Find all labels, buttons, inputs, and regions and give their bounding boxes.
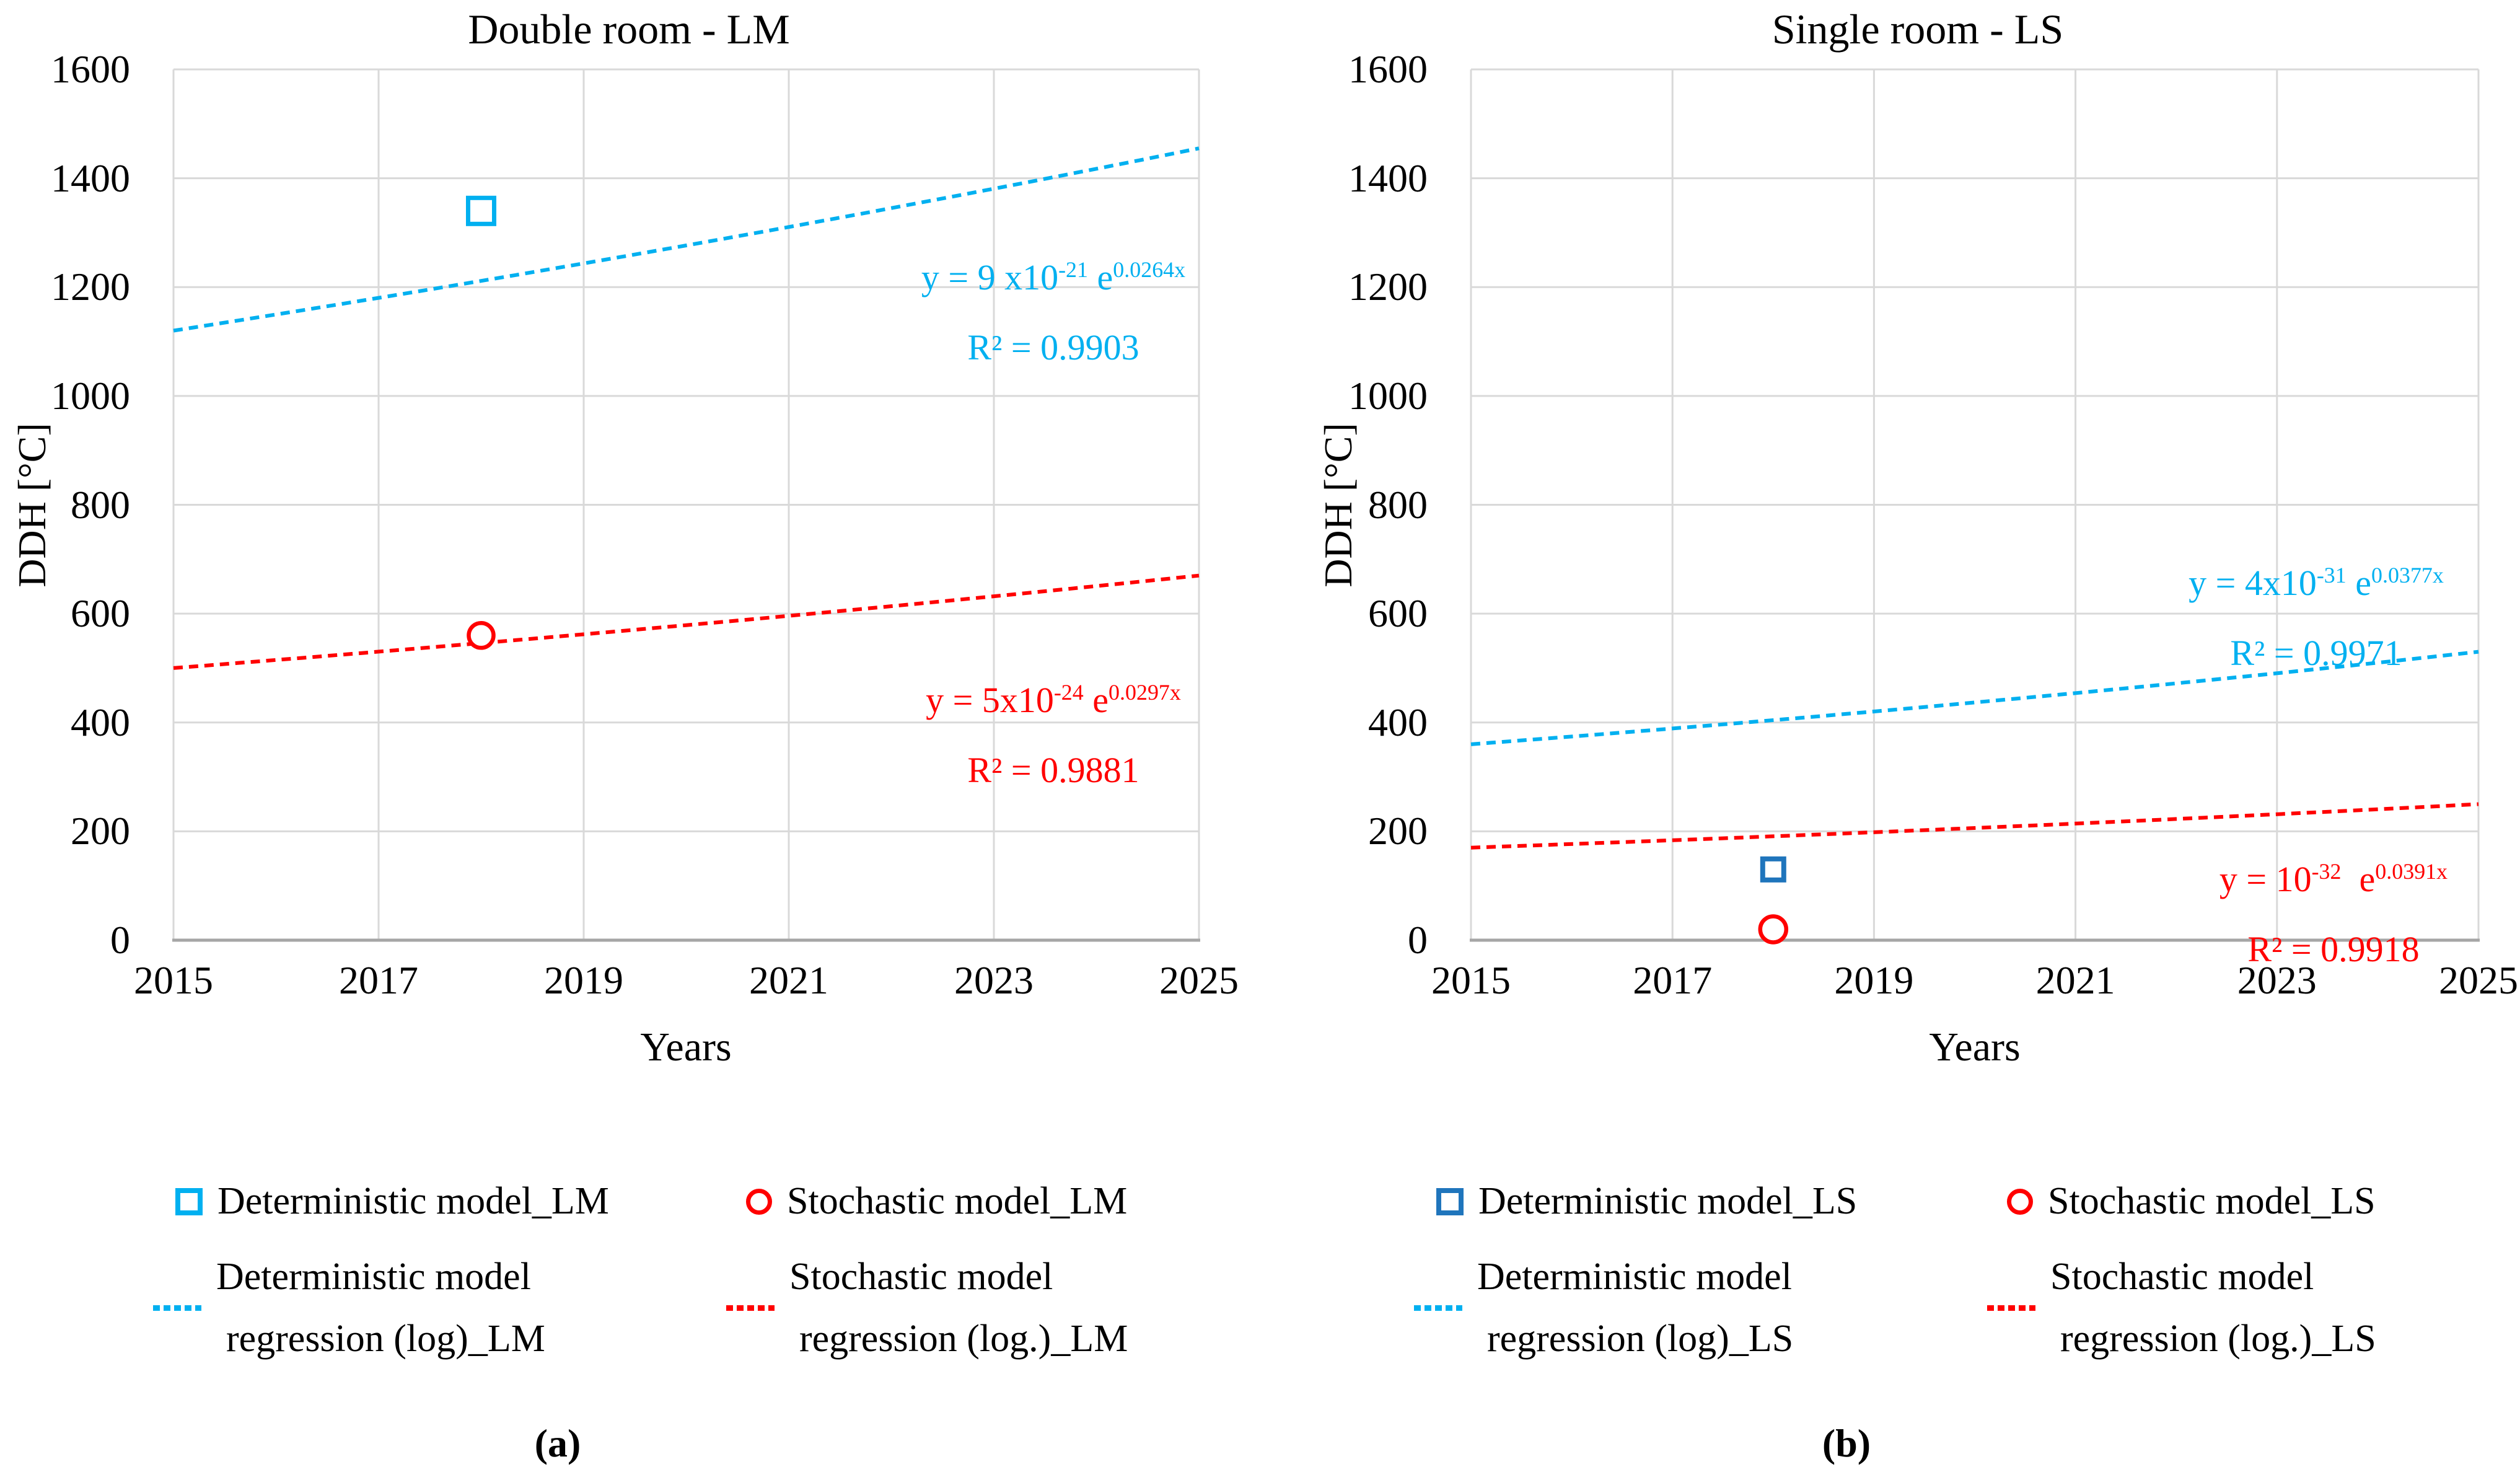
equation-text: y = 5x10-24 e0.0297x <box>926 680 1181 720</box>
equation-annotation: y = 9 x10-21 e0.0264x R² = 0.9903 <box>921 245 1185 381</box>
y-tick-label: 200 <box>1368 809 1428 853</box>
y-tick-label: 200 <box>71 809 130 853</box>
legend-item-deterministic-regression-lm: Deterministic model regression (log)_LM <box>153 1246 545 1370</box>
y-tick-label: 1600 <box>1348 47 1428 91</box>
legend-label-line1: Deterministic model <box>1477 1256 1792 1298</box>
equation-annotation: y = 5x10-24 e0.0297x R² = 0.9881 <box>926 667 1181 803</box>
y-tick-label: 800 <box>1368 482 1428 527</box>
y-tick-label: 1400 <box>51 156 130 200</box>
x-tick-label: 2023 <box>2237 958 2317 1002</box>
equation-text: y = 10-32 e0.0391x <box>2219 859 2448 899</box>
y-tick-label: 400 <box>71 700 130 744</box>
y-tick-label: 0 <box>1408 918 1428 962</box>
data-point-circle <box>1758 914 1789 945</box>
legend-label: Deterministic model_LM <box>217 1180 609 1222</box>
chart-title-a: Double room - LM <box>468 6 790 53</box>
equation-annotation: y = 10-32 e0.0391x R² = 0.9918 <box>2219 847 2448 982</box>
equation-annotation: y = 4x10-31 e0.0377x R² = 0.9971 <box>2189 550 2444 686</box>
data-point-square <box>1760 856 1786 883</box>
legend-label-line2: regression (log.)_LM <box>799 1318 1128 1360</box>
x-axis-label-a: Years <box>640 1024 732 1070</box>
legend-item-stochastic-ls: Stochastic model_LS <box>2007 1179 2376 1223</box>
chart-title-b: Single room - LS <box>1771 6 2064 53</box>
regression-line <box>1470 650 2479 746</box>
legend-label: Stochastic model_LM <box>787 1180 1128 1222</box>
circle-marker-icon <box>2007 1188 2033 1215</box>
y-tick-label: 400 <box>1368 700 1428 744</box>
r-squared-text: R² = 0.9903 <box>967 327 1139 368</box>
legend-item-stochastic-regression-ls: Stochastic model regression (log.)_LS <box>1987 1246 2376 1370</box>
x-tick-label: 2015 <box>1431 958 1511 1002</box>
equation-text: y = 9 x10-21 e0.0264x <box>921 257 1186 297</box>
legend-label-line2: regression (log.)_LS <box>2060 1318 2376 1360</box>
regression-line <box>173 146 1200 333</box>
r-squared-text: R² = 0.9971 <box>2230 633 2402 673</box>
x-tick-label: 2021 <box>749 958 828 1002</box>
legend-label-line1: Stochastic model <box>2050 1256 2314 1298</box>
y-tick-label: 600 <box>1368 591 1428 636</box>
circle-marker-icon <box>746 1188 772 1215</box>
dashed-line-icon <box>1414 1305 1462 1311</box>
legend-item-stochastic-regression-lm: Stochastic model regression (log.)_LM <box>726 1246 1128 1370</box>
legend-label-line2: regression (log)_LS <box>1487 1318 1794 1360</box>
regression-line <box>173 573 1200 670</box>
y-tick-label: 1000 <box>51 373 130 418</box>
legend-label-line2: regression (log)_LM <box>226 1318 545 1360</box>
dashed-line-icon <box>1987 1305 2035 1311</box>
y-tick-label: 800 <box>71 482 130 527</box>
x-tick-label: 2025 <box>1159 958 1239 1002</box>
y-axis-label-b: DDH [°C] <box>1316 423 1360 588</box>
x-tick-label: 2019 <box>1834 958 1914 1002</box>
data-point-circle <box>467 621 496 650</box>
legend-label-line1: Deterministic model <box>216 1256 531 1298</box>
legend-label-line1: Stochastic model <box>789 1256 1053 1298</box>
x-tick-label: 2017 <box>1633 958 1713 1002</box>
data-point-square <box>466 195 496 226</box>
square-marker-icon <box>1436 1187 1464 1215</box>
caption-a: (a) <box>534 1421 581 1465</box>
equation-text: y = 4x10-31 e0.0377x <box>2189 563 2444 603</box>
dashed-line-icon <box>726 1305 775 1311</box>
y-tick-label: 1200 <box>1348 265 1428 309</box>
r-squared-text: R² = 0.9881 <box>967 750 1139 790</box>
legend-item-stochastic-lm: Stochastic model_LM <box>746 1179 1127 1223</box>
legend-label: Stochastic model_LS <box>2048 1180 2376 1222</box>
legend-item-deterministic-regression-ls: Deterministic model regression (log)_LS <box>1414 1246 1793 1370</box>
square-marker-icon <box>175 1187 203 1215</box>
y-tick-label: 1600 <box>51 47 130 91</box>
r-squared-text: R² = 0.9918 <box>2247 929 2420 969</box>
regression-line <box>1470 802 2479 850</box>
x-tick-label: 2021 <box>2035 958 2115 1002</box>
caption-b: (b) <box>1822 1421 1871 1465</box>
y-axis-label-a: DDH [°C] <box>10 423 54 588</box>
y-tick-label: 1400 <box>1348 156 1428 200</box>
y-tick-label: 0 <box>110 918 130 962</box>
legend-item-deterministic-ls: Deterministic model_LS <box>1436 1179 1857 1223</box>
x-tick-label: 2015 <box>134 958 213 1002</box>
x-tick-label: 2017 <box>339 958 418 1002</box>
x-tick-label: 2025 <box>2439 958 2518 1002</box>
y-tick-label: 1200 <box>51 265 130 309</box>
dashed-line-icon <box>153 1305 201 1311</box>
x-tick-label: 2023 <box>954 958 1034 1002</box>
x-tick-label: 2019 <box>544 958 623 1002</box>
legend-item-deterministic-lm: Deterministic model_LM <box>175 1179 609 1223</box>
y-tick-label: 600 <box>71 591 130 636</box>
legend-label: Deterministic model_LS <box>1478 1180 1858 1222</box>
y-tick-label: 1000 <box>1348 373 1428 418</box>
x-axis-label-b: Years <box>1929 1024 2021 1070</box>
